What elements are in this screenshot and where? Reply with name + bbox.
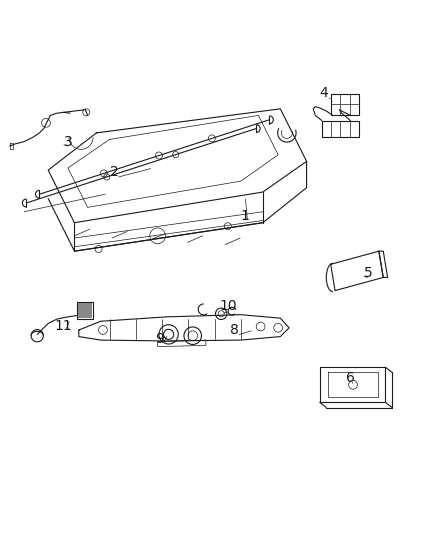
- FancyBboxPatch shape: [78, 303, 92, 318]
- Text: 10: 10: [219, 299, 237, 313]
- FancyBboxPatch shape: [77, 302, 93, 319]
- Text: 8: 8: [230, 323, 239, 337]
- Text: 4: 4: [320, 86, 328, 101]
- Text: 5: 5: [364, 266, 372, 280]
- FancyBboxPatch shape: [322, 120, 359, 138]
- FancyBboxPatch shape: [331, 94, 359, 115]
- Text: 11: 11: [55, 319, 72, 333]
- Text: 9: 9: [155, 332, 164, 346]
- Text: 1: 1: [241, 209, 250, 223]
- Text: 6: 6: [346, 371, 355, 385]
- Text: 2: 2: [110, 165, 118, 179]
- Text: 3: 3: [64, 135, 72, 149]
